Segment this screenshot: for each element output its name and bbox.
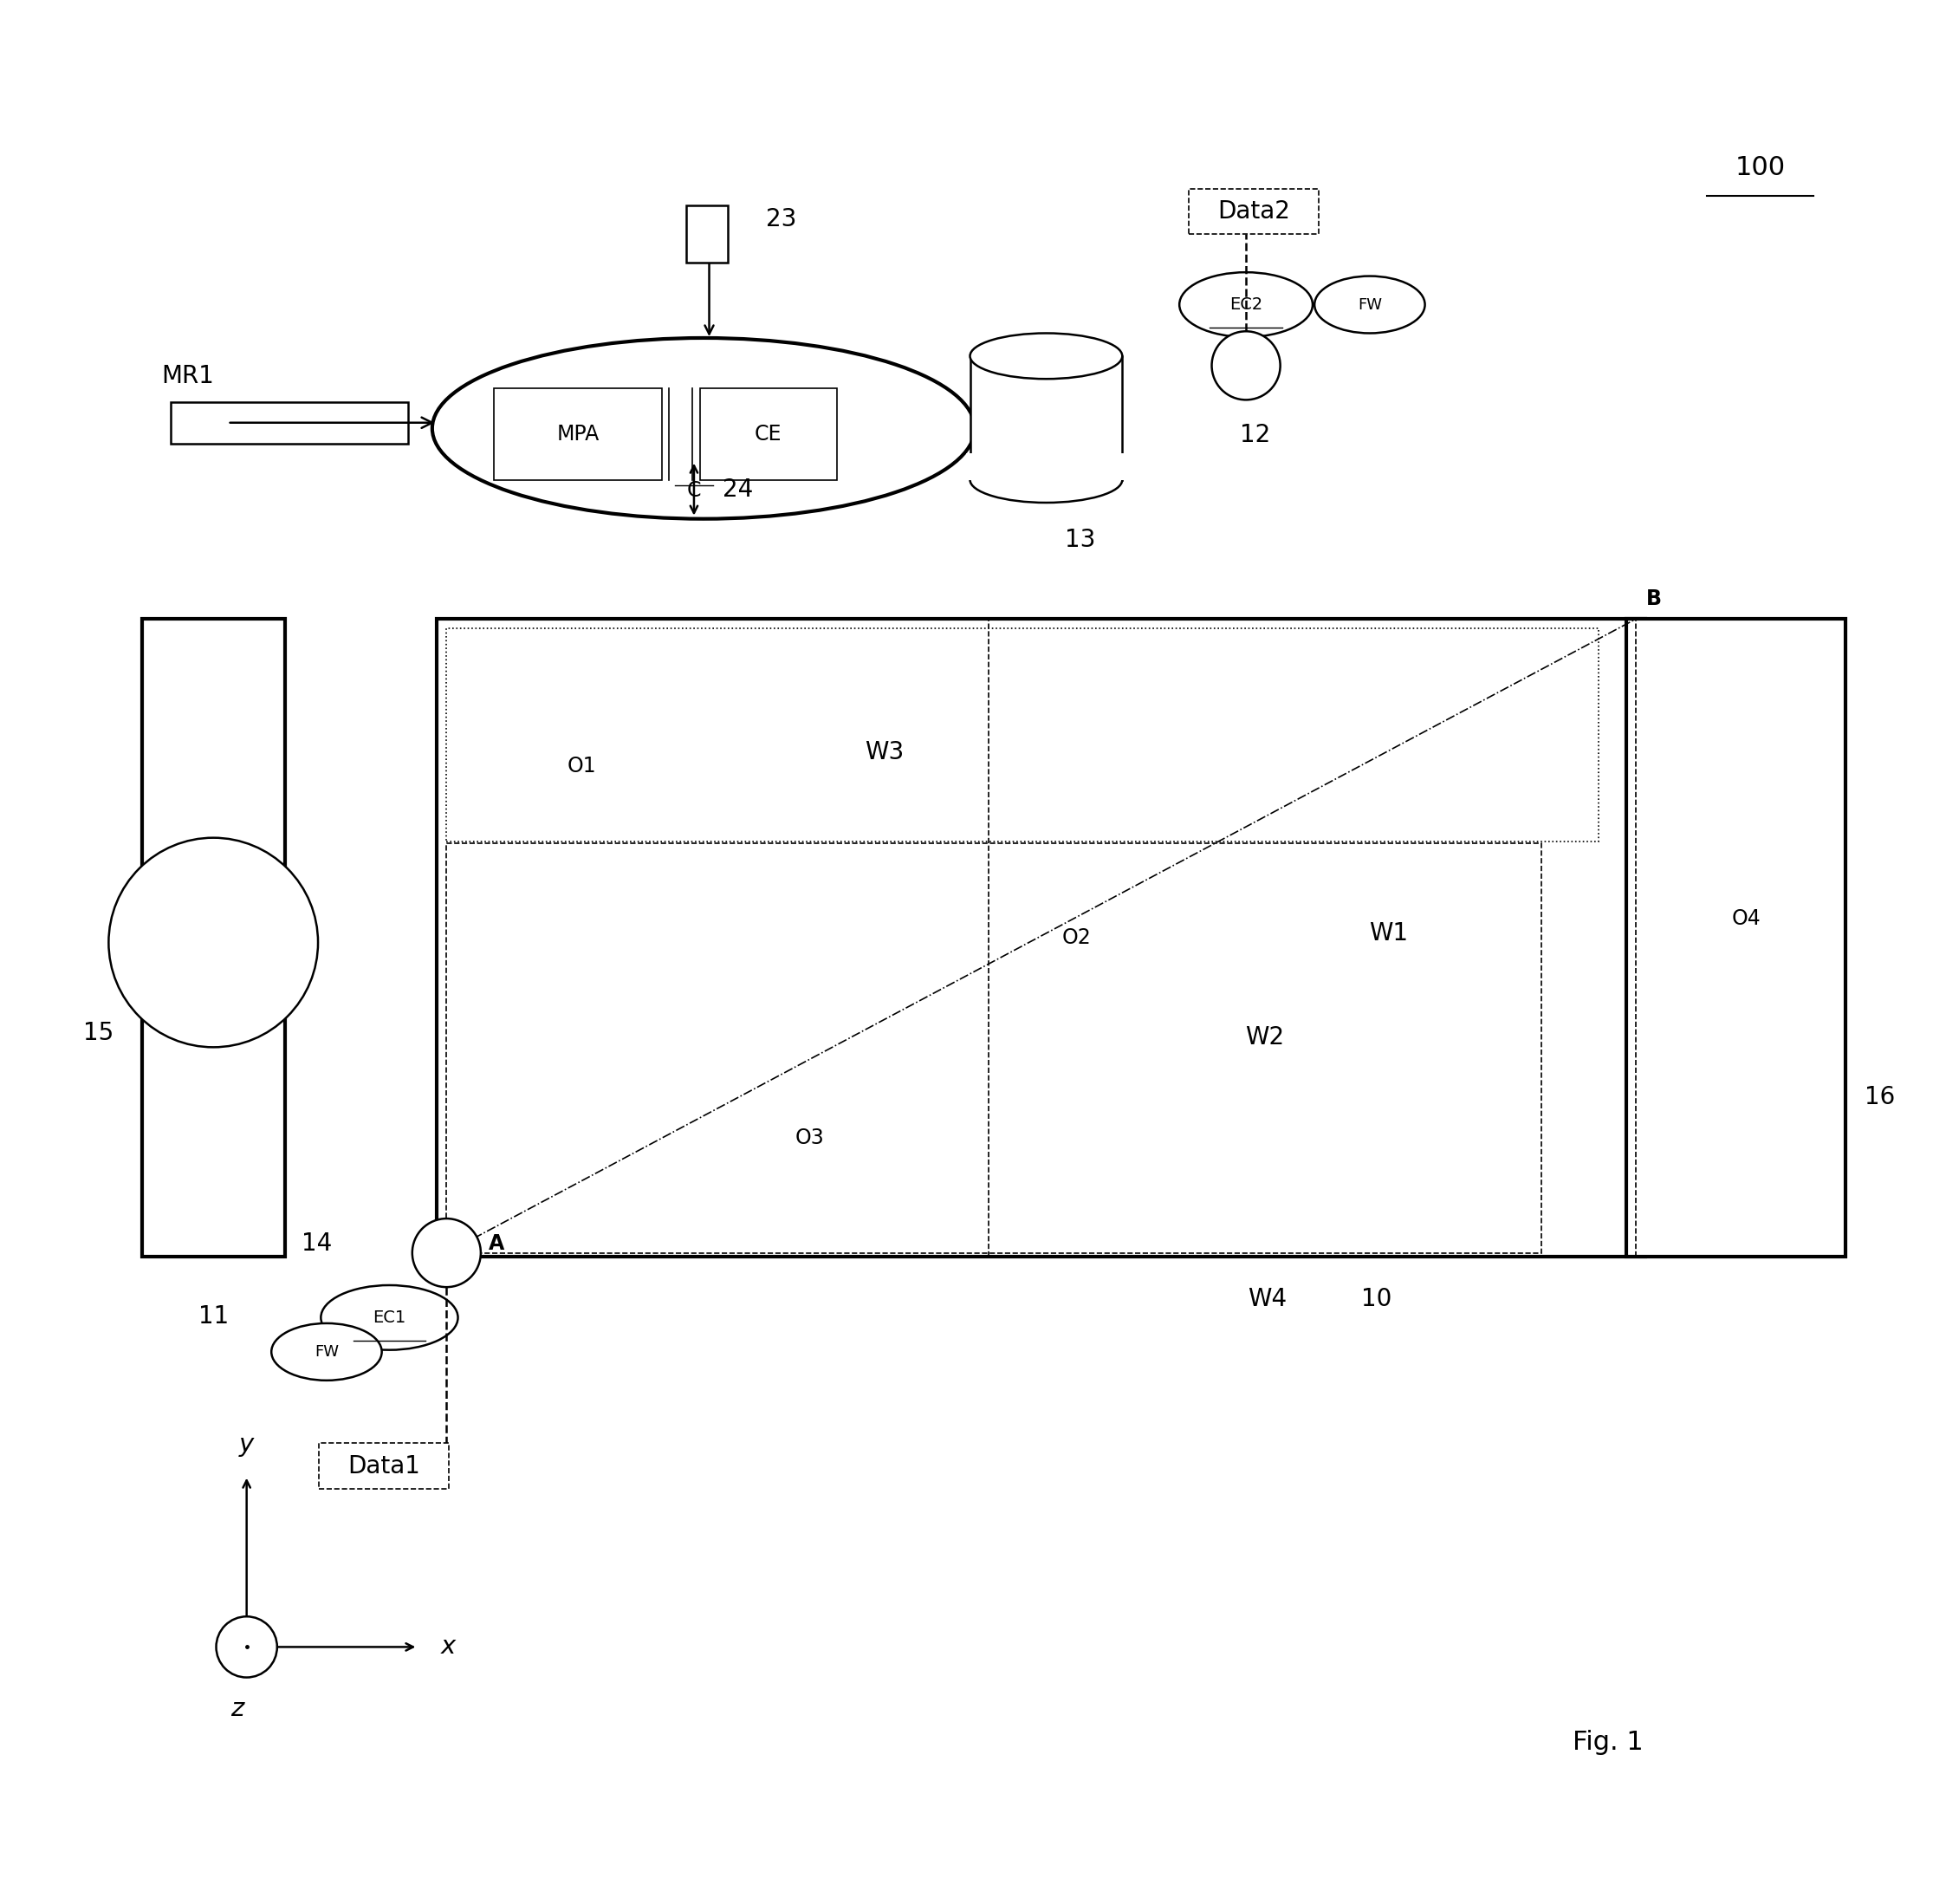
Text: z: z	[231, 1696, 243, 1721]
Circle shape	[411, 1219, 480, 1287]
Bar	[686, 206, 729, 263]
Bar	[1189, 188, 1318, 234]
Bar	[966, 453, 1126, 480]
Text: C: C	[688, 480, 701, 501]
Text: 24: 24	[723, 478, 752, 501]
Text: x: x	[441, 1636, 456, 1658]
Text: W3: W3	[864, 741, 903, 764]
Text: W4: W4	[1248, 1287, 1287, 1312]
Text: A: A	[488, 1234, 503, 1253]
Bar	[170, 402, 407, 444]
Text: 23: 23	[766, 208, 797, 230]
Text: W2: W2	[1246, 1026, 1285, 1049]
Bar	[319, 1443, 449, 1489]
Text: 15: 15	[82, 1021, 114, 1045]
Circle shape	[215, 1616, 276, 1677]
Ellipse shape	[970, 333, 1123, 379]
Text: 16: 16	[1865, 1085, 1894, 1110]
Bar	[494, 388, 662, 480]
Text: 14: 14	[302, 1232, 333, 1255]
Text: FW: FW	[1358, 297, 1381, 312]
Bar	[437, 619, 1646, 1257]
Text: CE: CE	[754, 425, 782, 444]
Text: 10: 10	[1362, 1287, 1393, 1312]
Text: Data1: Data1	[347, 1455, 419, 1478]
Text: 12: 12	[1240, 423, 1271, 447]
Text: B: B	[1646, 588, 1661, 609]
Circle shape	[1213, 331, 1281, 400]
Text: W1: W1	[1369, 922, 1409, 944]
Text: MPA: MPA	[556, 425, 599, 444]
Ellipse shape	[1179, 272, 1313, 337]
Text: y: y	[239, 1432, 255, 1457]
Bar	[723, 1028, 897, 1247]
Bar	[141, 619, 284, 1257]
Ellipse shape	[970, 457, 1123, 503]
Text: Data2: Data2	[1217, 200, 1289, 223]
Ellipse shape	[272, 1323, 382, 1380]
Bar	[447, 628, 1599, 842]
Bar	[989, 838, 1164, 1038]
Text: O2: O2	[1062, 927, 1091, 948]
Ellipse shape	[433, 339, 976, 520]
Bar	[699, 388, 836, 480]
Text: MR1: MR1	[161, 364, 214, 388]
Text: FW: FW	[315, 1344, 339, 1359]
Text: Fig. 1: Fig. 1	[1573, 1729, 1644, 1755]
Text: EC2: EC2	[1230, 297, 1262, 312]
Text: EC1: EC1	[372, 1310, 406, 1325]
Bar	[447, 843, 1542, 1253]
Bar	[970, 356, 1123, 480]
Ellipse shape	[1314, 276, 1424, 333]
Text: O1: O1	[566, 756, 596, 777]
Text: O3: O3	[795, 1127, 825, 1148]
Ellipse shape	[321, 1285, 458, 1350]
Bar	[494, 666, 670, 866]
Text: 13: 13	[1066, 527, 1095, 552]
Bar	[1669, 819, 1824, 1019]
Bar	[1626, 619, 1845, 1257]
Circle shape	[108, 838, 317, 1047]
Text: 100: 100	[1736, 154, 1785, 181]
Text: O4: O4	[1732, 908, 1761, 929]
Text: 11: 11	[198, 1304, 229, 1329]
